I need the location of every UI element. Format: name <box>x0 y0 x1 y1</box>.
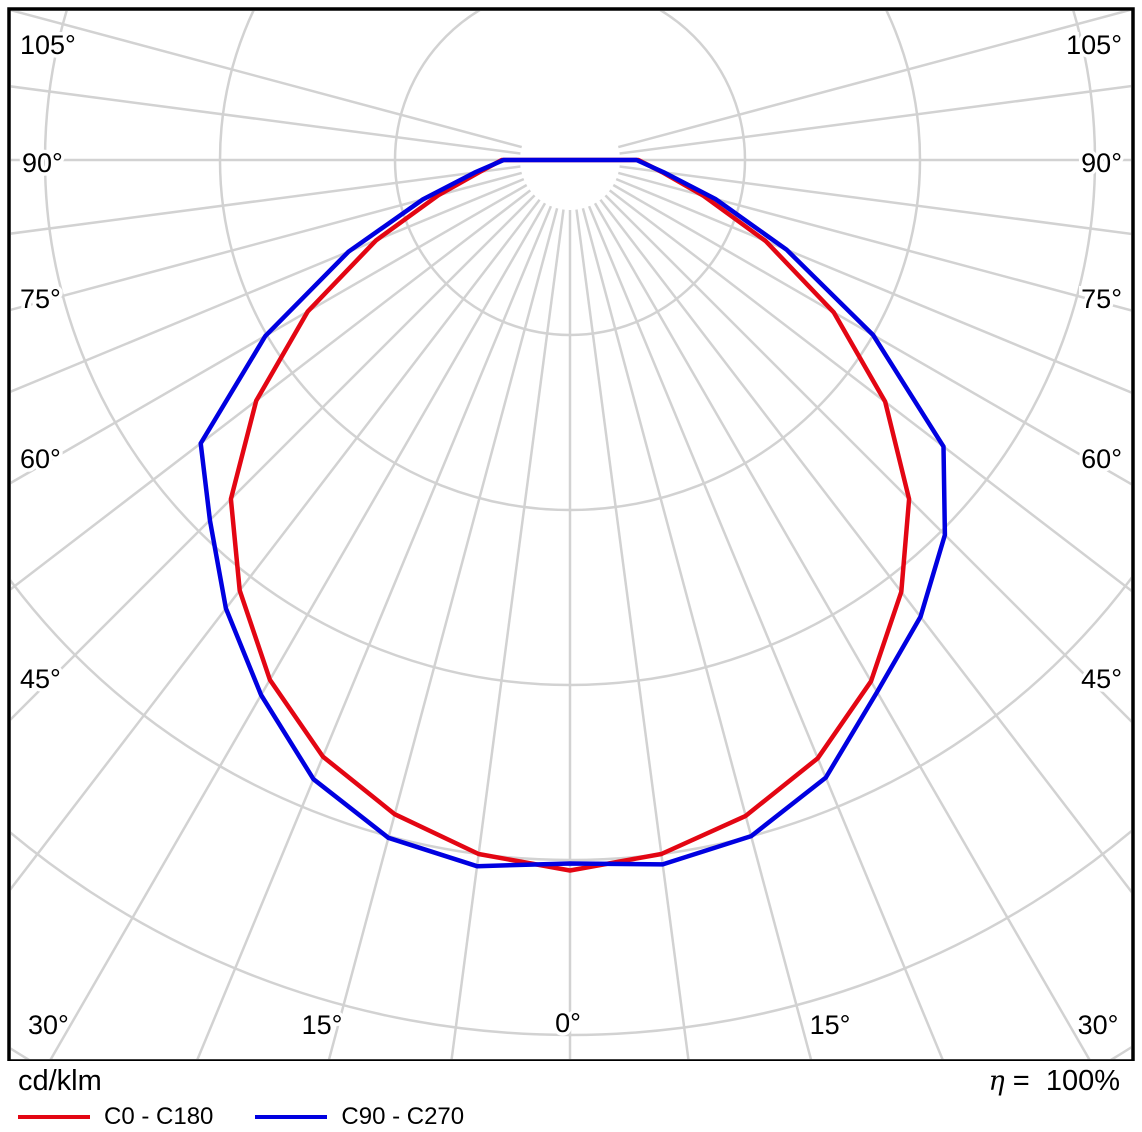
angle-label: 45° <box>1081 664 1122 694</box>
grid-ray <box>11 85 521 155</box>
angle-label: 15° <box>810 1010 851 1040</box>
chart-footer: cd/klm η = 100% C0 - C180 C90 - C270 <box>0 1061 1142 1132</box>
grid-ray <box>11 171 523 312</box>
angle-labels: 105° 90° 75° 60° 45° 30° 15° 0° 15° 30° 45° 60° 75° 9… <box>17 27 1126 1044</box>
angle-label: 30° <box>1078 1010 1119 1040</box>
angle-label: 105° <box>20 30 76 60</box>
grid-ray <box>604 194 1131 723</box>
legend-swatch-1 <box>255 1115 328 1119</box>
legend: C0 - C180 C90 - C270 <box>18 1105 506 1129</box>
curve-c90-c270 <box>198 157 948 869</box>
grid-ring <box>43 11 1097 687</box>
grid-ray <box>615 177 1131 394</box>
curves <box>198 157 948 873</box>
grid-ray <box>608 189 1131 593</box>
grid-ring <box>393 11 747 337</box>
legend-swatch-0 <box>18 1115 90 1119</box>
legend-item-c0-c180: C0 - C180 <box>18 1105 213 1129</box>
angle-label: 60° <box>1081 444 1122 474</box>
grid-ray <box>11 194 536 721</box>
grid-ray <box>11 183 528 485</box>
angle-label: 75° <box>20 284 61 314</box>
angle-label: 60° <box>20 444 61 474</box>
angle-label: 105° <box>1066 30 1122 60</box>
angle-label: 0° <box>555 1008 581 1038</box>
grid-ray <box>11 177 525 393</box>
legend-label: C0 - C180 <box>104 1103 214 1130</box>
angle-label: 30° <box>28 1010 69 1040</box>
angle-label: 75° <box>1081 284 1122 314</box>
angle-label: 90° <box>22 148 63 178</box>
eta-symbol: η <box>988 1066 1005 1097</box>
grid-ray <box>612 183 1131 486</box>
grid-ring <box>11 576 1131 862</box>
grid-ray <box>11 165 521 235</box>
grid-ray <box>11 189 532 591</box>
legend-item-c90-c270: C90 - C270 <box>255 1105 464 1129</box>
grid-ring <box>11 829 1131 1036</box>
angle-label: 15° <box>302 1010 343 1040</box>
grid-ring <box>218 11 922 512</box>
eta-value: = 100% <box>1004 1065 1120 1097</box>
grid-ray <box>11 11 523 149</box>
angle-label: 90° <box>1081 148 1122 178</box>
grid-ray <box>619 165 1131 236</box>
grid-ray <box>617 11 1131 149</box>
efficiency-label: η = 100% <box>989 1065 1120 1098</box>
grid-ray <box>619 84 1131 155</box>
unit-label: cd/klm <box>18 1065 102 1097</box>
legend-label: C90 - C270 <box>341 1103 465 1130</box>
grid-ray <box>617 171 1131 312</box>
angle-label: 45° <box>20 664 61 694</box>
